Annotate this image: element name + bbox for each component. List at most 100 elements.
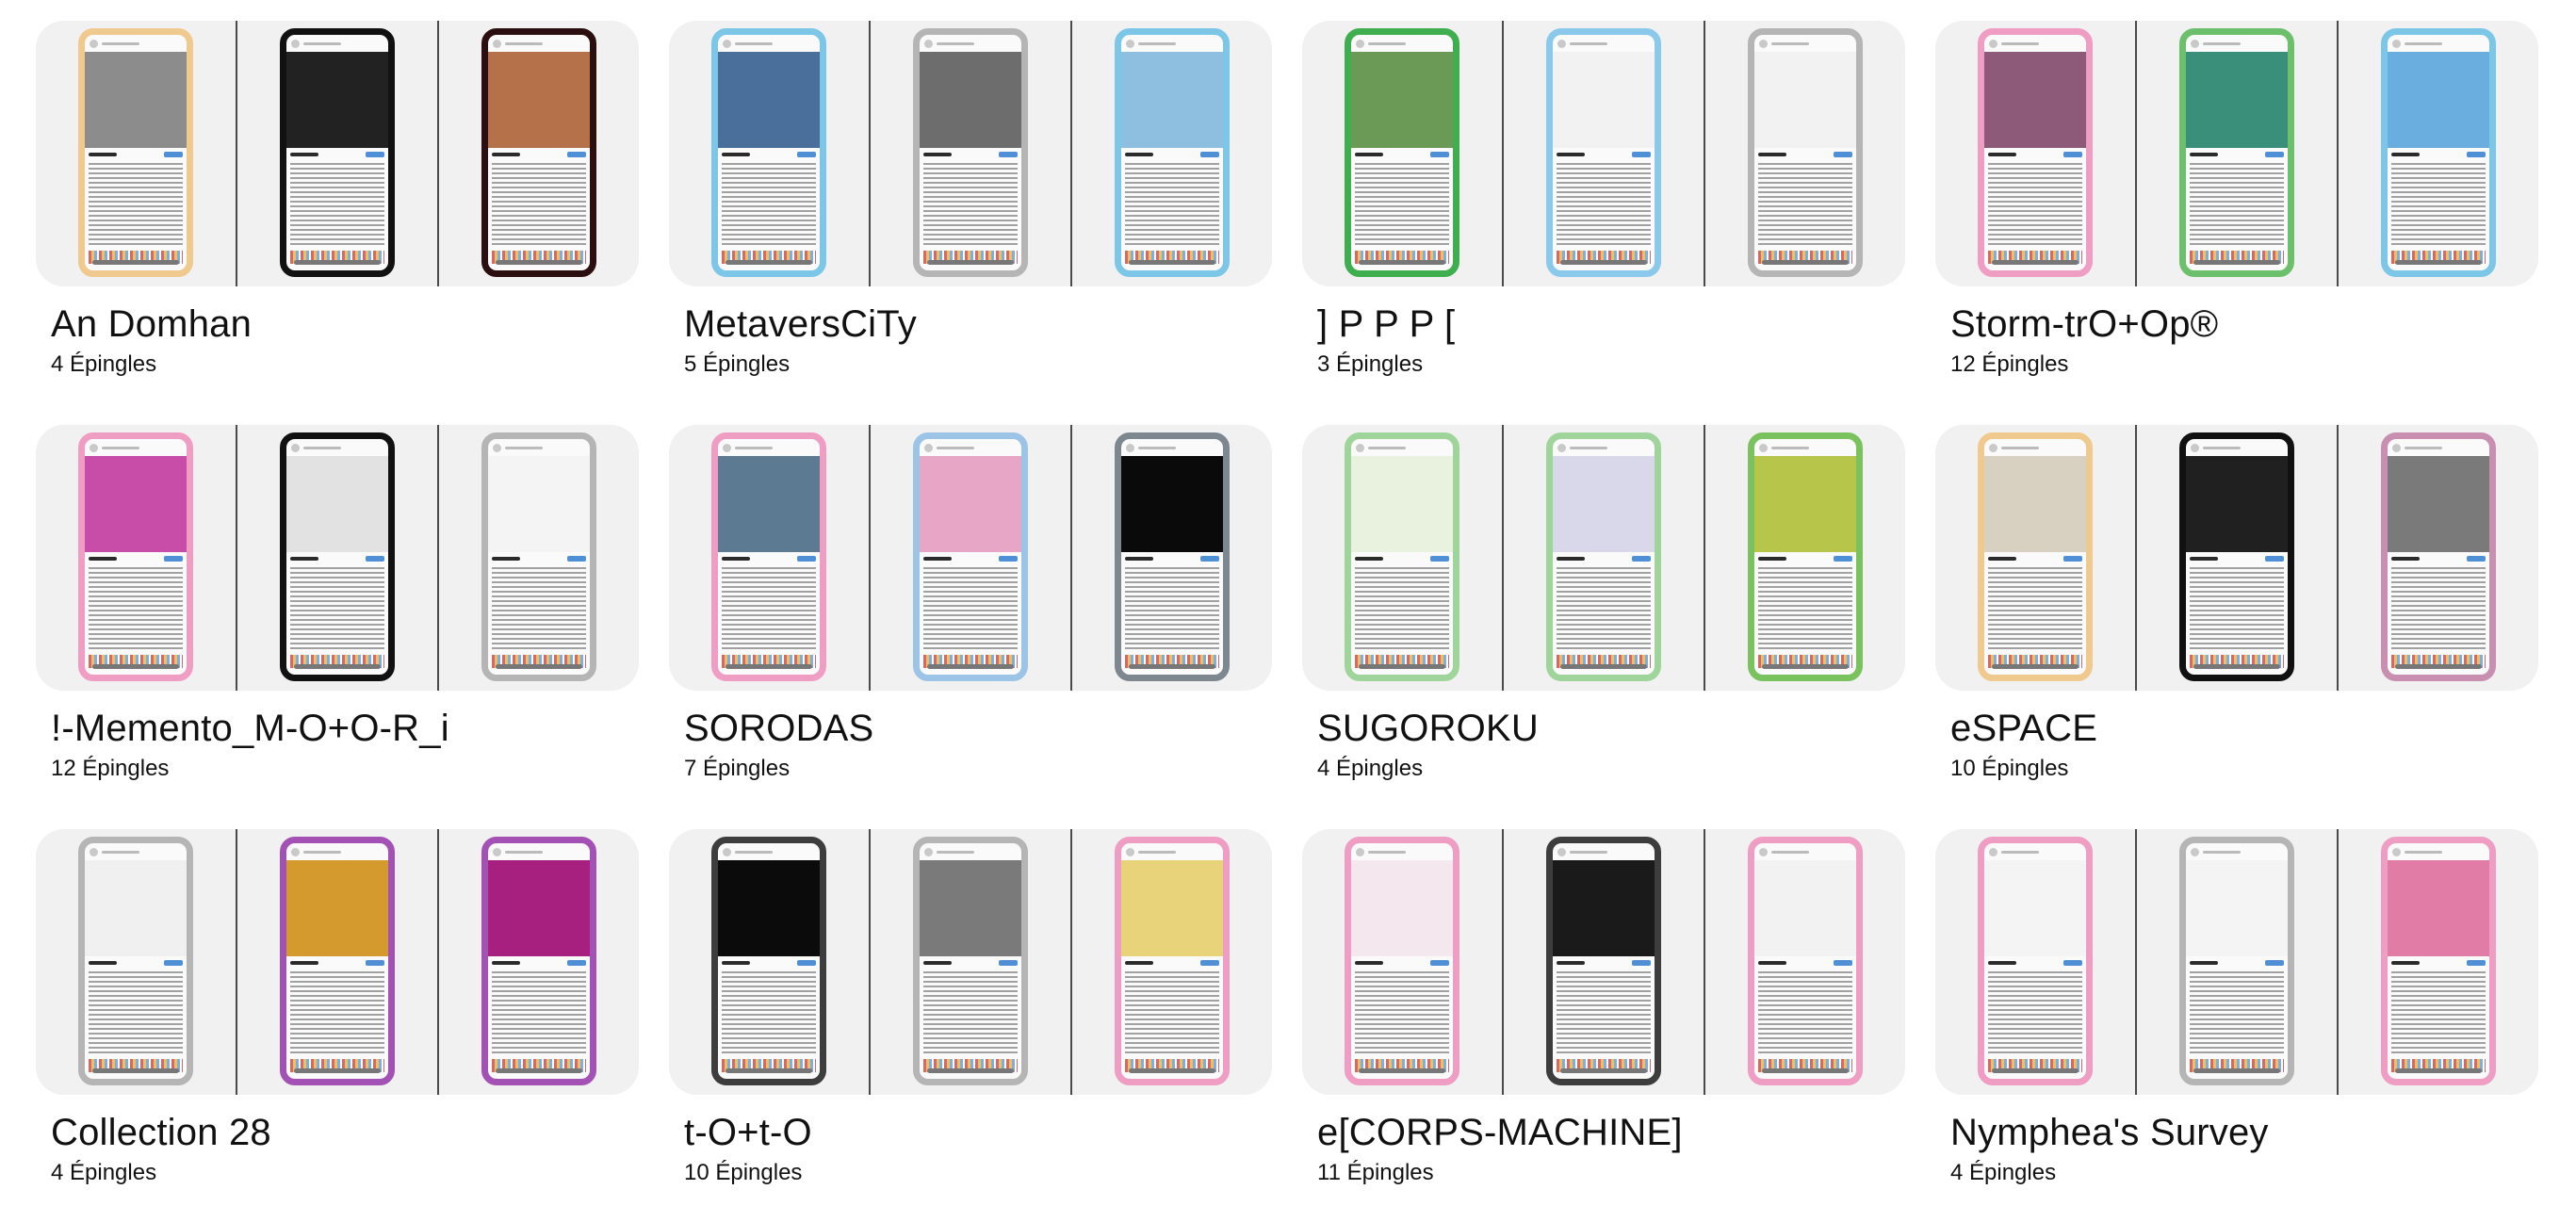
board-title[interactable]: Nymphea's Survey (1950, 1112, 2269, 1153)
pin-preview-image (1978, 432, 2093, 681)
board-card[interactable]: Collection 28 4 Épingles (36, 829, 639, 1187)
board-pin-count: 4 Épingles (1317, 756, 1424, 781)
board-pin-count: 12 Épingles (51, 756, 170, 781)
pin-preview-image (1546, 837, 1661, 1085)
board-pin-count: 7 Épingles (684, 756, 791, 781)
board-card[interactable]: ] P P P [ 3 Épingles (1302, 21, 1905, 379)
board-pin-count: 3 Épingles (1317, 351, 1424, 377)
pin-preview-image (913, 28, 1028, 277)
board-meta: SUGOROKU 4 Épingles (1302, 708, 1905, 783)
board-cover[interactable] (1302, 829, 1905, 1095)
pin-preview-image (1978, 837, 2093, 1085)
board-pin-count: 4 Épingles (51, 351, 157, 377)
board-title[interactable]: SORODAS (684, 708, 874, 749)
board-card[interactable]: SORODAS 7 Épingles (669, 425, 1272, 783)
board-meta: Collection 28 4 Épingles (36, 1112, 639, 1187)
board-pin-count: 11 Épingles (1317, 1160, 1434, 1185)
board-title[interactable]: t-O+t-O (684, 1112, 812, 1153)
board-card[interactable]: Storm-trO+Op® 12 Épingles (1935, 21, 2538, 379)
board-pin-count: 10 Épingles (1950, 756, 2069, 781)
cover-thumbnail (2337, 21, 2538, 286)
board-cover[interactable] (1935, 425, 2538, 691)
cover-thumbnail (236, 21, 437, 286)
pin-preview-image (711, 28, 826, 277)
board-cover[interactable] (36, 425, 639, 691)
pin-preview-image (280, 432, 395, 681)
board-cover[interactable] (1935, 829, 2538, 1095)
cover-thumbnail (869, 425, 1070, 691)
board-card[interactable]: An Domhan 4 Épingles (36, 21, 639, 379)
pin-preview-image (1978, 28, 2093, 277)
cover-thumbnail (2337, 425, 2538, 691)
cover-thumbnail (36, 21, 236, 286)
pin-preview-image (1345, 837, 1459, 1085)
board-card[interactable]: !-Memento_M-O+O-R_i 12 Épingles (36, 425, 639, 783)
board-card[interactable]: Nymphea's Survey 4 Épingles (1935, 829, 2538, 1187)
board-meta: e[CORPS-MACHINE] 11 Épingles (1302, 1112, 1905, 1187)
board-title[interactable]: ] P P P [ (1317, 303, 1456, 345)
pin-preview-image (2381, 837, 2496, 1085)
board-meta: ] P P P [ 3 Épingles (1302, 303, 1905, 379)
cover-thumbnail (1704, 425, 1905, 691)
cover-thumbnail (669, 829, 869, 1095)
cover-thumbnail (236, 829, 437, 1095)
board-card[interactable]: e[CORPS-MACHINE] 11 Épingles (1302, 829, 1905, 1187)
board-pin-count: 12 Épingles (1950, 351, 2069, 377)
board-title[interactable]: eSPACE (1950, 708, 2098, 749)
pin-preview-image (1748, 432, 1863, 681)
pin-preview-image (1748, 837, 1863, 1085)
cover-thumbnail (1935, 829, 2135, 1095)
cover-thumbnail (1302, 21, 1502, 286)
pin-preview-image (1115, 837, 1230, 1085)
cover-thumbnail (869, 21, 1070, 286)
cover-thumbnail (2337, 829, 2538, 1095)
cover-thumbnail (669, 21, 869, 286)
board-cover[interactable] (1302, 21, 1905, 286)
pin-preview-image (1748, 28, 1863, 277)
board-title[interactable]: !-Memento_M-O+O-R_i (51, 708, 449, 749)
board-meta: eSPACE 10 Épingles (1935, 708, 2538, 783)
board-title[interactable]: SUGOROKU (1317, 708, 1539, 749)
pin-preview-image (1546, 28, 1661, 277)
cover-thumbnail (437, 21, 639, 286)
board-title[interactable]: e[CORPS-MACHINE] (1317, 1112, 1683, 1153)
pin-preview-image (711, 837, 826, 1085)
board-cover[interactable] (1935, 21, 2538, 286)
board-cover[interactable] (36, 21, 639, 286)
cover-thumbnail (669, 425, 869, 691)
board-meta: t-O+t-O 10 Épingles (669, 1112, 1272, 1187)
pin-preview-image (1546, 432, 1661, 681)
pin-preview-image (913, 837, 1028, 1085)
cover-thumbnail (869, 829, 1070, 1095)
board-card[interactable]: SUGOROKU 4 Épingles (1302, 425, 1905, 783)
pin-preview-image (1345, 432, 1459, 681)
board-title[interactable]: An Domhan (51, 303, 253, 345)
board-cover[interactable] (1302, 425, 1905, 691)
board-title[interactable]: MetaversCiTy (684, 303, 917, 345)
board-title[interactable]: Storm-trO+Op® (1950, 303, 2219, 345)
board-cover[interactable] (669, 21, 1272, 286)
board-pin-count: 10 Épingles (684, 1160, 803, 1185)
cover-thumbnail (2135, 829, 2337, 1095)
board-cover[interactable] (669, 425, 1272, 691)
pin-preview-image (481, 837, 596, 1085)
board-cover[interactable] (669, 829, 1272, 1095)
pin-preview-image (280, 837, 395, 1085)
pin-preview-image (711, 432, 826, 681)
cover-thumbnail (2135, 425, 2337, 691)
board-meta: Storm-trO+Op® 12 Épingles (1935, 303, 2538, 379)
board-cover[interactable] (36, 829, 639, 1095)
board-title[interactable]: Collection 28 (51, 1112, 271, 1153)
cover-thumbnail (1302, 829, 1502, 1095)
board-meta: SORODAS 7 Épingles (669, 708, 1272, 783)
cover-thumbnail (1502, 829, 1704, 1095)
pin-preview-image (1115, 432, 1230, 681)
pin-preview-image (1115, 28, 1230, 277)
board-card[interactable]: eSPACE 10 Épingles (1935, 425, 2538, 783)
pin-preview-image (78, 837, 193, 1085)
board-card[interactable]: MetaversCiTy 5 Épingles (669, 21, 1272, 379)
pin-preview-image (280, 28, 395, 277)
cover-thumbnail (36, 829, 236, 1095)
pin-preview-image (481, 28, 596, 277)
board-card[interactable]: t-O+t-O 10 Épingles (669, 829, 1272, 1187)
